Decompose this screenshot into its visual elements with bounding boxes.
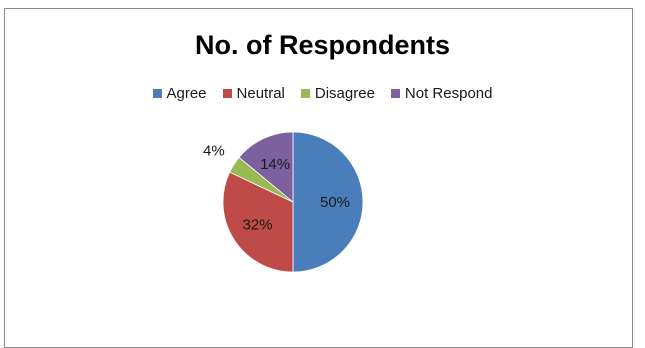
chart-legend: Agree Neutral Disagree Not Respond [0,85,645,102]
data-label-not-respond: 14% [260,156,290,173]
legend-item-not-respond: Not Respond [390,85,493,102]
legend-label-agree: Agree [166,85,207,102]
legend-label-not-respond: Not Respond [404,85,493,102]
data-label-disagree: 4% [203,142,225,159]
data-label-agree: 50% [320,194,350,211]
data-label-neutral: 32% [243,217,273,234]
legend-label-neutral: Neutral [236,85,285,102]
legend-item-disagree: Disagree [300,85,375,102]
legend-swatch-agree [152,89,162,98]
legend-label-disagree: Disagree [314,85,375,102]
pie-slice-neutral [222,171,294,273]
legend-item-agree: Agree [152,85,207,102]
legend-item-neutral: Neutral [222,85,285,102]
legend-swatch-disagree [300,89,310,98]
pie-chart: 50% 32% 4% 14% [203,131,364,273]
legend-swatch-neutral [222,89,232,98]
pie-slice-not-respond [238,131,294,203]
chart-title: No. of Respondents [195,30,450,60]
pie-slice-agree [292,131,364,273]
legend-swatch-not-respond [390,89,400,98]
